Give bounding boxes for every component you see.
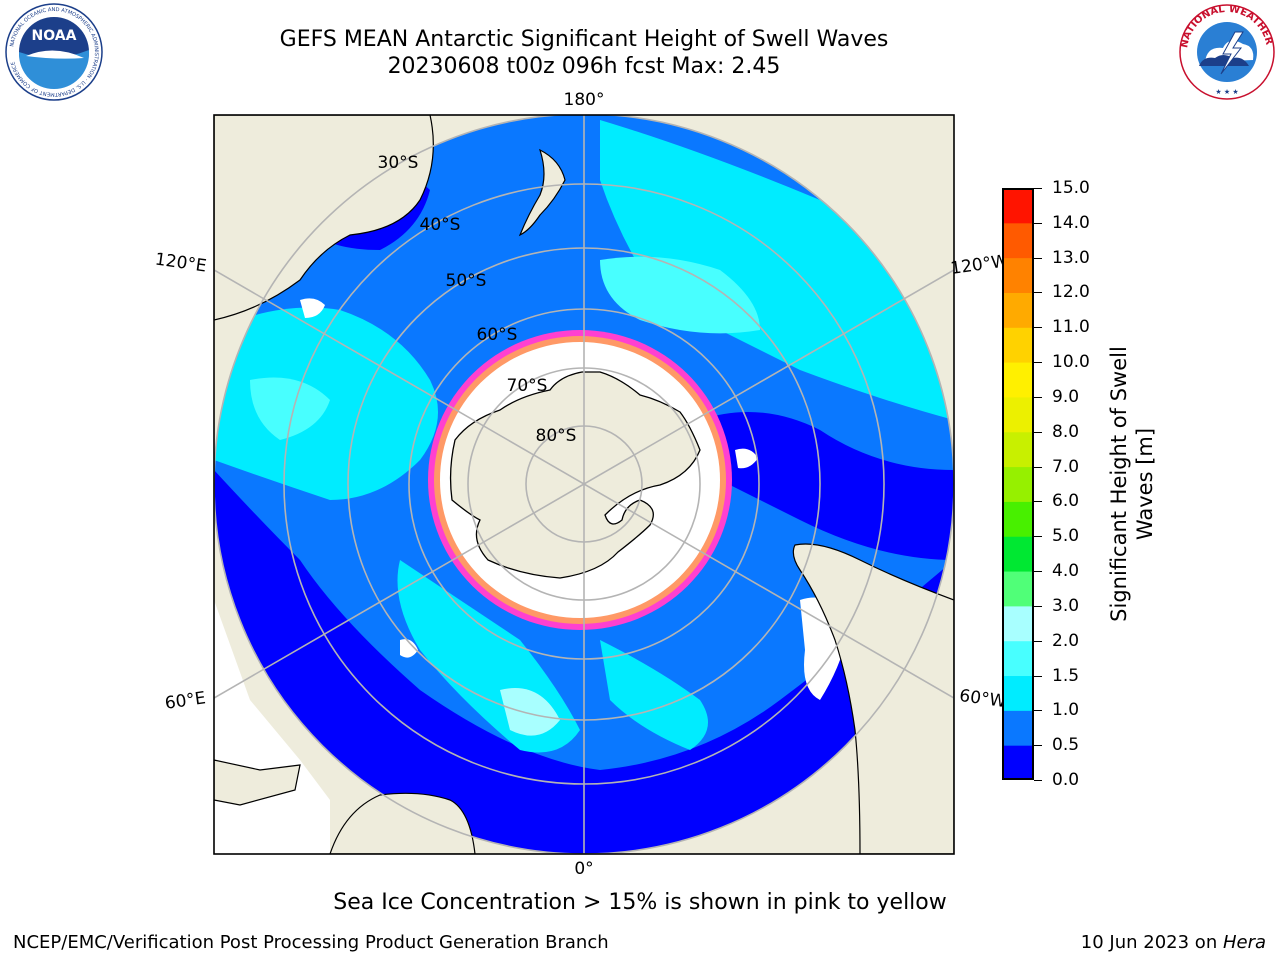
- nws-logo: NATIONAL WEATHER SERVICE ★ ★ ★: [1177, 2, 1275, 100]
- colorbar-tick-label: 14.0: [1052, 212, 1090, 233]
- lon-label-120w: 120°W: [949, 251, 1009, 279]
- colorbar-segment: [1002, 571, 1034, 607]
- new-zealand-land: [518, 148, 566, 237]
- colorbar-tick-label: 9.0: [1052, 386, 1080, 407]
- lat-label: 80°S: [536, 426, 577, 446]
- noaa-logo-text: NOAA: [32, 28, 77, 44]
- colorbar-segment: [1002, 257, 1034, 293]
- colorbar-segment: [1002, 327, 1034, 363]
- colorbar-tick-label: 10.0: [1052, 352, 1090, 373]
- lon-label-60w: 60°W: [958, 686, 1007, 712]
- australia-land: [214, 115, 434, 321]
- colorbar-segment: [1002, 710, 1034, 746]
- credit-text: NCEP/EMC/Verification Post Processing Pr…: [13, 932, 609, 953]
- colorbar-tick-label: 1.5: [1052, 665, 1080, 686]
- lat-label: 40°S: [420, 215, 461, 235]
- date-stamp: 10 Jun 2023 on Hera: [1080, 932, 1266, 953]
- colorbar-tick: [1034, 710, 1042, 712]
- colorbar-tick: [1034, 675, 1042, 677]
- colorbar-segment: [1002, 640, 1034, 677]
- colorbar: [1002, 188, 1034, 780]
- colorbar-tick-label: 3.0: [1052, 595, 1080, 616]
- colorbar-tick-label: 7.0: [1052, 456, 1080, 477]
- lat-label: 70°S: [507, 376, 548, 396]
- colorbar-tick: [1034, 571, 1042, 573]
- colorbar-tick-label: 8.0: [1052, 421, 1080, 442]
- colorbar-tick: [1034, 431, 1042, 433]
- machine-name: Hera: [1222, 932, 1266, 953]
- colorbar-tick: [1034, 536, 1042, 538]
- colorbar-segment: [1002, 292, 1034, 328]
- colorbar-tick: [1034, 745, 1042, 747]
- lon-label-60e: 60°E: [164, 688, 207, 713]
- colorbar-tick: [1034, 188, 1042, 189]
- colorbar-segment: [1002, 745, 1034, 780]
- colorbar-tick-label: 0.5: [1052, 735, 1080, 756]
- colorbar-segment: [1002, 396, 1034, 433]
- colorbar-tick: [1034, 605, 1042, 607]
- colorbar-tick-label: 5.0: [1052, 526, 1080, 547]
- colorbar-tick-label: 0.0: [1052, 770, 1080, 790]
- africa-land: [329, 792, 476, 854]
- colorbar-tick: [1034, 396, 1042, 398]
- colorbar-tick: [1034, 780, 1042, 781]
- south-america-land: [792, 543, 954, 854]
- antarctica-land: [449, 371, 701, 579]
- map-frame: [213, 114, 955, 855]
- lat-label: 30°S: [378, 153, 419, 173]
- colorbar-tick-label: 6.0: [1052, 491, 1080, 512]
- svg-text:★ ★ ★: ★ ★ ★: [1215, 88, 1238, 96]
- colorbar-tick: [1034, 362, 1042, 364]
- colorbar-tick: [1034, 640, 1042, 642]
- lon-label-180: 180°: [564, 90, 605, 110]
- colorbar-segment: [1002, 362, 1034, 398]
- colorbar-tick-label: 13.0: [1052, 247, 1090, 268]
- colorbar-segment: [1002, 222, 1034, 259]
- colorbar-segment: [1002, 605, 1034, 642]
- colorbar-tick-label: 2.0: [1052, 630, 1080, 651]
- colorbar-segment: [1002, 188, 1034, 224]
- colorbar-tick-label: 15.0: [1052, 178, 1090, 198]
- graticule: [214, 115, 954, 854]
- colorbar-label: Significant Height of Swell Waves [m]: [1107, 346, 1157, 622]
- sea-ice-note: Sea Ice Concentration > 15% is shown in …: [333, 890, 947, 915]
- colorbar-tick: [1034, 466, 1042, 468]
- colorbar-tick: [1034, 327, 1042, 329]
- colorbar-tick-label: 4.0: [1052, 561, 1080, 582]
- colorbar-tick: [1034, 257, 1042, 259]
- colorbar-tick: [1034, 222, 1042, 224]
- colorbar-segment: [1002, 466, 1034, 502]
- colorbar-segment: [1002, 536, 1034, 572]
- colorbar-tick-label: 11.0: [1052, 317, 1090, 338]
- lat-label: 60°S: [477, 325, 518, 345]
- lon-label-120e: 120°E: [154, 250, 208, 277]
- noaa-logo: NOAA NATIONAL OCEANIC AND ATMOSPHERIC AD…: [5, 3, 103, 101]
- colorbar-tick-label: 12.0: [1052, 282, 1090, 303]
- map-title: GEFS MEAN Antarctic Significant Height o…: [279, 27, 889, 52]
- lon-label-0: 0°: [574, 859, 593, 879]
- colorbar-segment: [1002, 431, 1034, 468]
- colorbar-tick: [1034, 501, 1042, 503]
- colorbar-tick-label: 1.0: [1052, 700, 1080, 721]
- colorbar-segment: [1002, 675, 1034, 711]
- lat-label: 50°S: [446, 271, 487, 291]
- colorbar-segment: [1002, 501, 1034, 537]
- map-subtitle: 20230608 t00z 096h fcst Max: 2.45: [387, 54, 781, 79]
- colorbar-tick: [1034, 292, 1042, 294]
